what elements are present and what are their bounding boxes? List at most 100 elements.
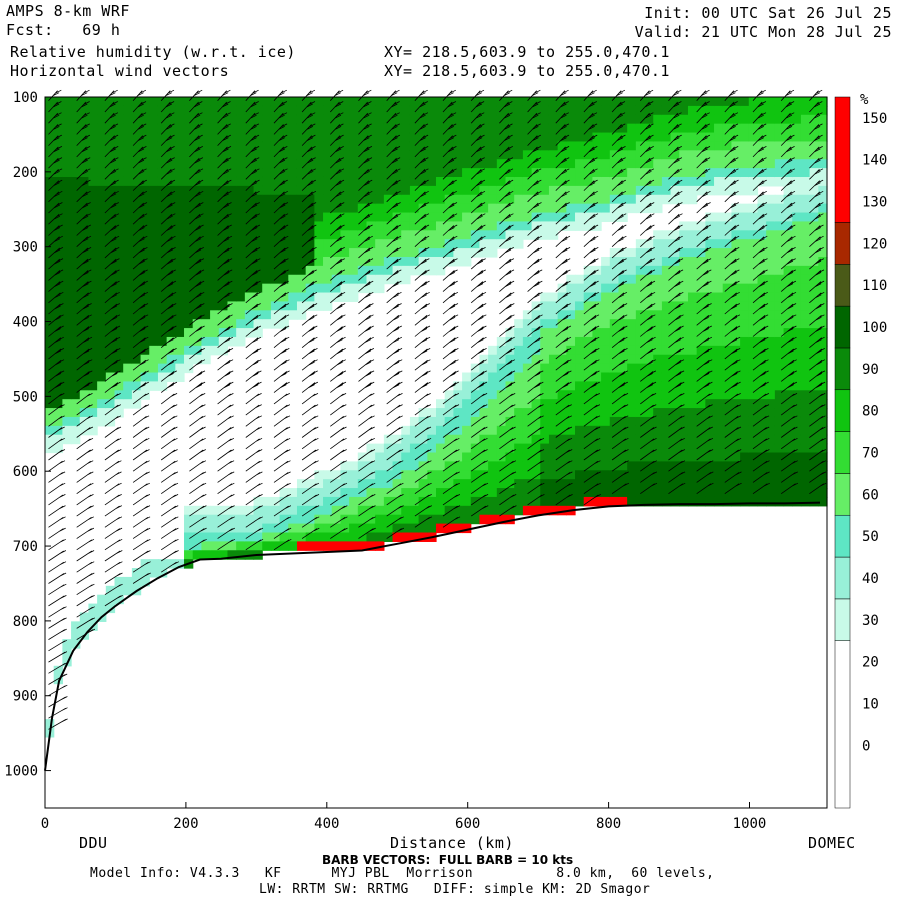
wind-barb	[470, 101, 485, 113]
rh-cell	[71, 345, 81, 356]
rh-cell	[184, 363, 194, 374]
rh-cell	[340, 230, 350, 240]
rh-cell	[218, 105, 229, 116]
wind-barb	[780, 460, 798, 472]
rh-cell	[462, 390, 472, 400]
rh-cell	[453, 505, 463, 516]
rh-cell	[149, 319, 159, 329]
rh-cell	[609, 256, 620, 267]
rh-cell	[644, 452, 654, 462]
rh-cell	[114, 194, 124, 205]
wind-barb	[104, 471, 122, 483]
rh-cell	[470, 416, 481, 427]
rh-cell	[774, 416, 785, 427]
rh-cell	[97, 230, 107, 240]
rh-cell	[166, 559, 176, 569]
model-info: Model Info: V4.3.3 KF MYJ PBL Morrison 8…	[90, 866, 715, 881]
wind-barb	[76, 112, 90, 124]
rh-cell	[540, 328, 550, 338]
rh-cell	[644, 345, 654, 356]
rh-cell	[88, 150, 98, 160]
wind-barb	[48, 426, 65, 438]
rh-cell	[514, 434, 524, 445]
rh-cell	[201, 97, 211, 107]
wind-barb	[386, 437, 404, 450]
rh-cell	[375, 488, 385, 498]
rh-cell	[227, 194, 237, 205]
wind-barb	[499, 370, 516, 382]
wind-barb	[809, 336, 825, 349]
rh-cell	[323, 239, 333, 249]
rh-cell	[670, 114, 680, 125]
rh-cell	[540, 319, 550, 329]
rh-cell	[687, 479, 698, 489]
rh-cell	[305, 105, 315, 116]
rh-cell	[809, 212, 819, 223]
rh-cell	[383, 434, 394, 445]
rh-cell	[514, 319, 524, 329]
wind-barb	[668, 359, 685, 371]
rh-cell	[522, 336, 533, 347]
rh-cell	[227, 212, 237, 223]
rh-cell	[288, 239, 298, 249]
wind-barb	[611, 123, 626, 135]
rh-cell	[809, 425, 819, 436]
rh-cell	[766, 479, 776, 489]
rh-cell	[175, 274, 185, 285]
rh-cell	[627, 443, 637, 454]
rh-cell	[262, 185, 272, 196]
rh-cell	[566, 123, 576, 134]
wind-barb	[442, 146, 457, 158]
rh-cell	[175, 97, 185, 107]
wind-barb	[160, 505, 179, 517]
wind-barb	[752, 393, 770, 405]
rh-cell	[687, 336, 698, 347]
rh-cell	[88, 248, 98, 258]
rh-cell	[583, 425, 593, 436]
rh-cell	[131, 150, 142, 160]
rh-cell	[705, 301, 715, 311]
wind-barb	[668, 247, 683, 259]
rh-cell	[166, 265, 176, 276]
rh-cell	[375, 461, 385, 471]
rh-cell	[705, 176, 715, 187]
wind-barb	[104, 516, 123, 528]
wind-barb	[442, 247, 458, 259]
wind-barb	[273, 202, 289, 214]
rh-cell	[236, 541, 246, 551]
wind-barb	[48, 393, 65, 405]
rh-cell	[783, 328, 793, 338]
rh-cell	[601, 354, 611, 365]
rh-cell	[757, 150, 767, 160]
wind-barb	[189, 190, 204, 203]
wind-barb	[189, 224, 204, 236]
rh-cell	[496, 212, 507, 223]
rh-cell	[105, 168, 116, 178]
wind-barb	[583, 314, 600, 326]
wind-barb	[301, 348, 318, 360]
wind-barb	[414, 112, 429, 124]
wind-barb	[217, 314, 233, 326]
rh-cell	[184, 541, 194, 551]
wind-barb	[189, 482, 207, 495]
wind-barb	[273, 404, 291, 416]
rh-cell	[97, 185, 107, 196]
rh-cell	[479, 488, 489, 498]
wind-barb	[160, 460, 178, 472]
rh-cell	[244, 292, 255, 303]
rh-cell	[722, 212, 733, 223]
rh-cell	[375, 470, 385, 480]
rh-cell	[740, 461, 750, 471]
rh-cell	[105, 594, 116, 605]
wind-barb	[245, 202, 260, 214]
rh-cell	[566, 114, 576, 125]
rh-cell	[383, 523, 394, 534]
wind-barb	[414, 134, 429, 146]
rh-cell	[427, 408, 437, 418]
rh-cell	[766, 150, 776, 160]
rh-cell	[453, 185, 463, 196]
rh-cell	[157, 283, 168, 294]
rh-cell	[366, 212, 376, 223]
rh-cell	[714, 336, 724, 347]
wind-barb	[442, 336, 459, 349]
